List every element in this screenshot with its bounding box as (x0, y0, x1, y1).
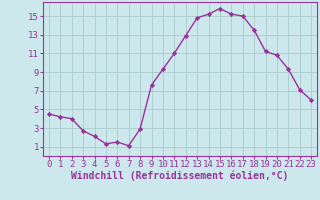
X-axis label: Windchill (Refroidissement éolien,°C): Windchill (Refroidissement éolien,°C) (71, 171, 289, 181)
